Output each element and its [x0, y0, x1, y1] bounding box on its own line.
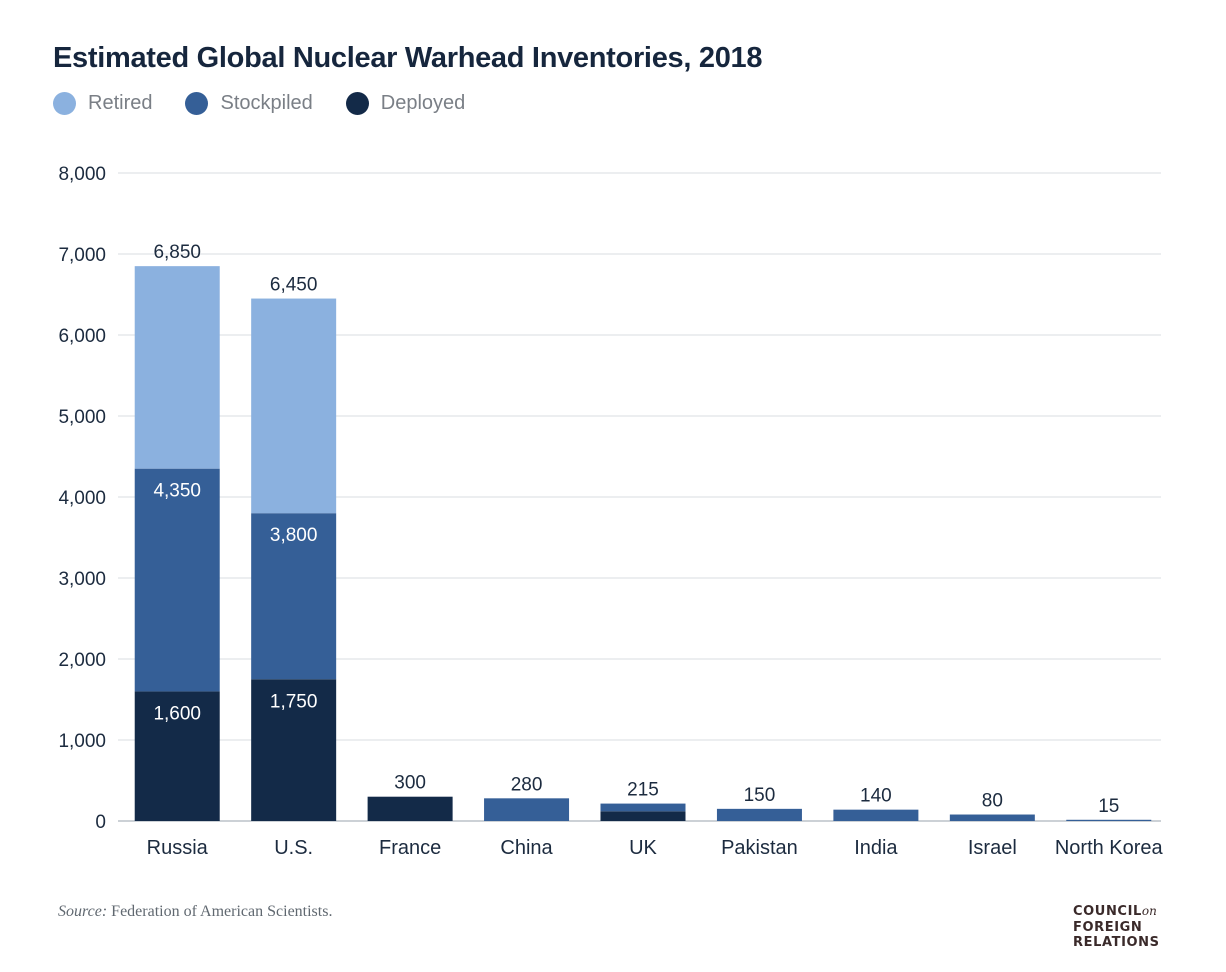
x-tick-label: Pakistan — [721, 837, 798, 859]
source-text: Federation of American Scientists. — [107, 903, 333, 920]
y-tick-label: 1,000 — [58, 731, 106, 752]
bar-stockpiled — [484, 798, 570, 821]
bar-segment-label: 1,600 — [153, 703, 201, 724]
bar-total-label: 140 — [860, 786, 892, 807]
bar-total-label: 6,450 — [270, 275, 318, 296]
bar-segment-label: 3,800 — [270, 525, 318, 546]
y-tick-label: 5,000 — [58, 407, 106, 428]
bar-stockpiled — [251, 513, 337, 680]
bar-total-label: 15 — [1098, 796, 1119, 817]
logo-line-2: FOREIGN — [1073, 919, 1143, 935]
y-tick-label: 3,000 — [58, 569, 106, 590]
legend-label-stockpiled: Stockpiled — [220, 92, 313, 114]
bar-stockpiled — [600, 803, 686, 812]
bar-stockpiled — [949, 814, 1035, 821]
chart-legend: Retired Stockpiled Deployed — [53, 92, 498, 115]
legend-label-deployed: Deployed — [380, 92, 466, 114]
logo-council: COUNCIL — [1073, 904, 1142, 919]
bar-total-label: 80 — [982, 791, 1003, 812]
bar-total-label: 280 — [511, 774, 543, 795]
x-tick-label: India — [854, 837, 898, 859]
bar-retired — [134, 266, 220, 469]
logo-on: on — [1141, 904, 1157, 918]
bar-total-label: 150 — [744, 785, 776, 806]
y-tick-label: 7,000 — [58, 245, 106, 266]
legend-item-retired: Retired — [53, 92, 152, 115]
bar-stockpiled — [716, 808, 802, 821]
bar-chart: 0 1,000 2,000 3,000 4,000 5,000 6,000 7,000 8,00… — [58, 164, 1164, 859]
y-tick-label: 8,000 — [58, 164, 106, 185]
legend-item-stockpiled: Stockpiled — [185, 92, 313, 115]
y-tick-label: 6,000 — [58, 326, 106, 347]
legend-swatch-stockpiled — [185, 92, 209, 115]
x-tick-label: China — [500, 837, 553, 859]
cfr-logo: COUNCILon FOREIGN RELATIONS — [1073, 904, 1160, 951]
bar-deployed — [367, 796, 453, 821]
logo-line-3: RELATIONS — [1073, 935, 1160, 950]
legend-swatch-deployed — [345, 92, 369, 115]
bar-deployed — [600, 811, 686, 821]
y-tick-label: 4,000 — [58, 488, 106, 509]
x-tick-label: Russia — [147, 837, 209, 859]
legend-label-retired: Retired — [88, 92, 153, 114]
bar-stockpiled — [833, 809, 919, 821]
y-tick-label: 0 — [95, 812, 106, 833]
bar-total-label: 215 — [627, 780, 659, 801]
x-tick-label: Israel — [968, 837, 1017, 859]
logo-line-1: COUNCILon — [1073, 904, 1160, 920]
bar-stockpiled — [1066, 819, 1152, 821]
bar-stockpiled — [134, 468, 220, 692]
bar-total-label: 6,850 — [153, 242, 201, 263]
source-prefix: Source: — [58, 903, 108, 920]
bar-segment-label: 1,750 — [270, 691, 318, 712]
x-tick-label: U.S. — [274, 837, 313, 859]
source-note: Source: Federation of American Scientist… — [58, 903, 332, 921]
bar-deployed — [251, 679, 337, 821]
x-tick-label: North Korea — [1055, 837, 1164, 859]
y-tick-label: 2,000 — [58, 650, 106, 671]
bar-retired — [251, 298, 337, 514]
legend-swatch-retired — [53, 92, 76, 115]
bar-total-label: 300 — [394, 773, 426, 794]
legend-item-deployed: Deployed — [345, 92, 466, 115]
chart-title: Estimated Global Nuclear Warhead Invento… — [53, 42, 763, 74]
x-tick-label: UK — [629, 837, 657, 859]
x-tick-label: France — [379, 837, 441, 859]
bar-deployed — [134, 691, 220, 821]
bar-segment-label: 4,350 — [153, 481, 201, 502]
